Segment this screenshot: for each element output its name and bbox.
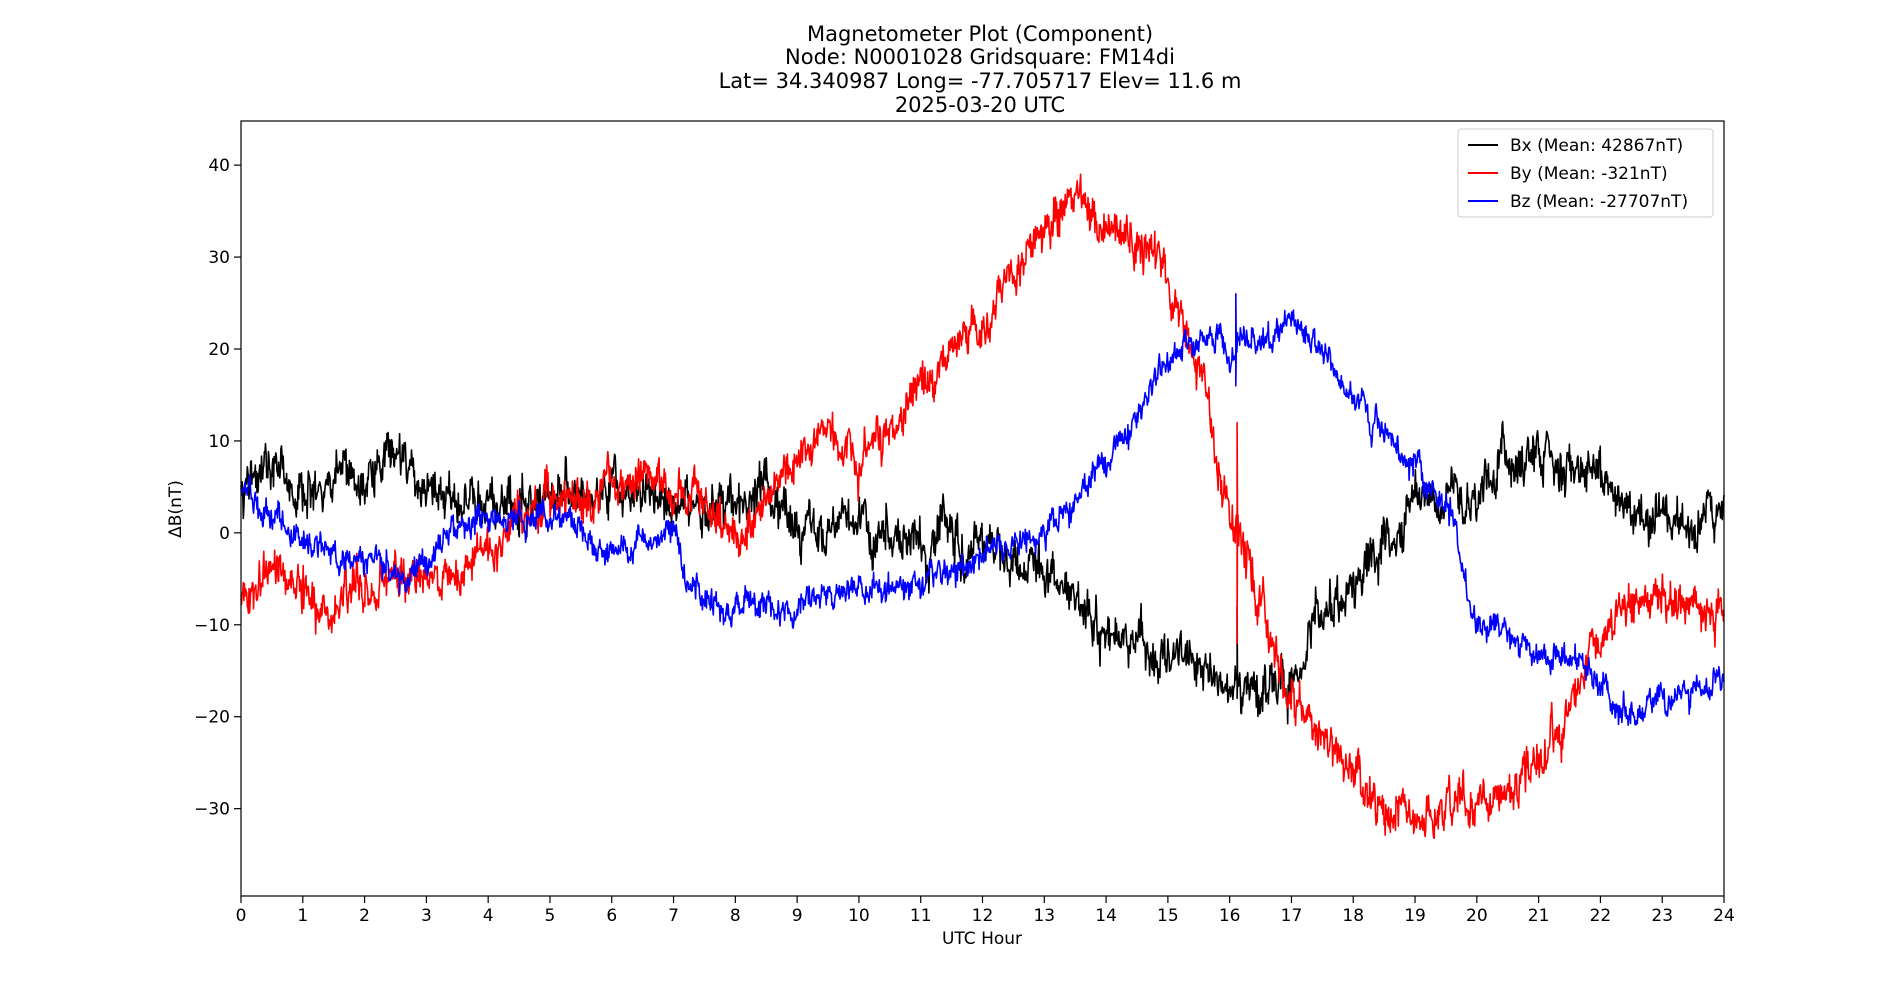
title-line-2: Node: N0001028 Gridsquare: FM14di xyxy=(785,45,1175,69)
x-tick-label: 9 xyxy=(792,906,803,926)
y-axis: −30 −20 −10 0 10 20 30 40 xyxy=(194,156,241,820)
x-axis-label: UTC Hour xyxy=(942,929,1022,949)
x-tick-label: 15 xyxy=(1157,906,1179,926)
x-tick-label: 24 xyxy=(1713,906,1735,926)
y-tick-label: −20 xyxy=(194,708,230,728)
chart-title: Magnetometer Plot (Component) Node: N000… xyxy=(719,22,1242,117)
x-tick-label: 17 xyxy=(1281,906,1303,926)
y-tick-label: 40 xyxy=(208,156,230,176)
x-tick-label: 22 xyxy=(1590,906,1612,926)
legend-box xyxy=(1457,128,1714,218)
legend: Bx (Mean: 42867nT) By (Mean: -321nT) Bz (M… xyxy=(1457,128,1714,218)
x-tick-label: 0 xyxy=(236,906,247,926)
x-tick-label: 23 xyxy=(1651,906,1673,926)
x-tick-label: 2 xyxy=(359,906,370,926)
y-tick-label: −10 xyxy=(194,616,230,636)
x-tick-label: 14 xyxy=(1095,906,1117,926)
x-tick-label: 3 xyxy=(421,906,432,926)
x-tick-label: 18 xyxy=(1342,906,1364,926)
x-tick-label: 11 xyxy=(910,906,932,926)
y-tick-label: 10 xyxy=(208,432,230,452)
x-tick-label: 10 xyxy=(848,906,870,926)
y-axis-label: ΔB(nT) xyxy=(166,480,186,538)
x-tick-label: 5 xyxy=(545,906,556,926)
x-tick-label: 13 xyxy=(1033,906,1055,926)
title-line-3: Lat= 34.340987 Long= -77.705717 Elev= 11… xyxy=(719,69,1242,93)
x-tick-label: 12 xyxy=(972,906,994,926)
y-tick-label: −30 xyxy=(194,800,230,820)
series-line-3 xyxy=(240,293,1725,726)
x-tick-label: 6 xyxy=(606,906,617,926)
legend-label-1: Bx (Mean: 42867nT) xyxy=(1510,136,1683,156)
x-tick-label: 16 xyxy=(1219,906,1241,926)
x-tick-label: 21 xyxy=(1528,906,1550,926)
y-tick-label: 0 xyxy=(219,524,230,544)
title-line-4: 2025-03-20 UTC xyxy=(895,93,1065,117)
legend-label-3: Bz (Mean: -27707nT) xyxy=(1510,192,1688,212)
x-axis: 0 1 2 3 4 5 6 7 8 9 10 11 12 13 14 15 16 17 18 19 20 21 22 23 24 xyxy=(236,896,1735,926)
x-tick-label: 1 xyxy=(297,906,308,926)
x-tick-label: 8 xyxy=(730,906,741,926)
title-line-1: Magnetometer Plot (Component) xyxy=(807,22,1153,46)
x-tick-label: 20 xyxy=(1466,906,1488,926)
series-line-2 xyxy=(240,173,1725,839)
legend-label-2: By (Mean: -321nT) xyxy=(1510,164,1668,184)
x-tick-label: 4 xyxy=(483,906,494,926)
y-tick-label: 20 xyxy=(208,340,230,360)
x-tick-label: 19 xyxy=(1404,906,1426,926)
y-tick-label: 30 xyxy=(208,248,230,268)
series-group xyxy=(240,173,1725,839)
x-tick-label: 7 xyxy=(668,906,679,926)
